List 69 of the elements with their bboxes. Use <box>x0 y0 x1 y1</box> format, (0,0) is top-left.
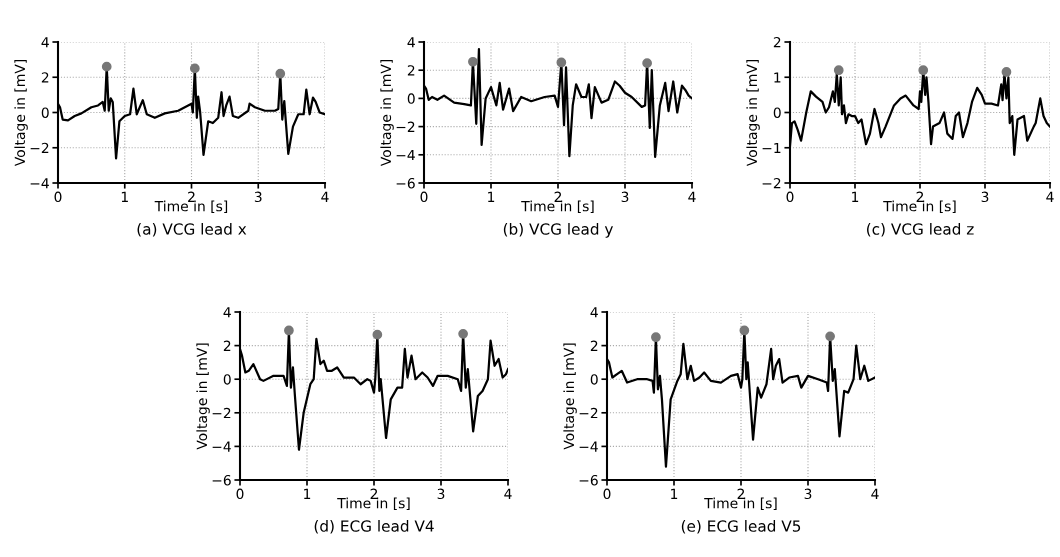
point <box>739 325 750 336</box>
y-tick-label: 4 <box>41 37 49 48</box>
x-tick-label: 0 <box>603 488 611 500</box>
x-tick-label: 4 <box>504 488 512 499</box>
x-tick-label: 2 <box>916 191 924 202</box>
y-tick-label: 4 <box>590 307 598 318</box>
x-tick-label: 4 <box>1046 191 1054 202</box>
y-tick-label: −2 <box>396 121 415 132</box>
x-tick-label: 1 <box>852 191 859 202</box>
y-tick-label: −6 <box>396 177 415 189</box>
y-tick-label: 0 <box>773 107 781 118</box>
y-tick-label: 1 <box>774 72 781 83</box>
text: (a) VCG lead x <box>137 223 247 237</box>
x-tick-label: 3 <box>437 488 445 500</box>
text: (e) ECG lead V5 <box>681 520 801 534</box>
text: (c) VCG lead z <box>867 223 974 237</box>
y-tick-label: 0 <box>41 107 49 118</box>
y-axis-title: Voltage in [mV] <box>14 59 28 167</box>
y-tick-label: 4 <box>223 307 231 318</box>
y-tick-label: 2 <box>407 65 415 76</box>
y-tick-label: −4 <box>212 441 231 452</box>
y-tick-label: −6 <box>579 474 598 486</box>
point <box>651 332 661 343</box>
x-tick-label: 4 <box>871 488 879 499</box>
x-tick-label: 1 <box>121 191 128 202</box>
y-tick-label: 2 <box>223 340 231 351</box>
x-tick-label: 2 <box>188 191 195 202</box>
y-tick-label: −2 <box>762 177 781 189</box>
x-tick-label: 2 <box>554 191 562 202</box>
y-axis-title: Voltage in [mV] <box>196 343 210 450</box>
x-tick-label: 3 <box>254 191 262 203</box>
x-tick-label: 2 <box>737 488 745 499</box>
y-tick-label: −4 <box>396 149 415 161</box>
y-axis-title: Voltage in [mV] <box>380 59 394 167</box>
x-tick-label: 3 <box>621 191 629 203</box>
y-axis-title: Voltage in [mV] <box>746 59 760 167</box>
point <box>101 61 112 72</box>
point <box>189 63 200 74</box>
y-tick-label: −4 <box>579 441 598 452</box>
y-tick-label: 2 <box>41 72 49 83</box>
x-tick-label: 3 <box>804 488 812 500</box>
y-tick-label: 0 <box>223 374 231 385</box>
text: (d) ECG lead V4 <box>314 520 434 534</box>
y-tick-label: −6 <box>212 474 231 486</box>
y-tick-label: 2 <box>590 340 598 351</box>
x-tick-label: 0 <box>786 191 794 203</box>
y-tick-label: −2 <box>579 407 598 419</box>
y-tick-label: 4 <box>407 37 415 48</box>
x-tick-label: 0 <box>420 191 428 203</box>
x-tick-label: 1 <box>488 191 495 202</box>
y-tick-label: −2 <box>212 407 231 419</box>
x-tick-label: 4 <box>321 191 329 202</box>
x-tick-label: 1 <box>304 488 311 499</box>
x-tick-label: 1 <box>671 488 678 499</box>
x-tick-label: 4 <box>688 191 696 202</box>
x-tick-label: 3 <box>981 191 989 203</box>
y-axis-title: Voltage in [mV] <box>563 343 577 450</box>
x-tick-label: 0 <box>236 488 244 500</box>
point <box>275 68 286 79</box>
x-tick-label: 0 <box>54 191 62 203</box>
point <box>825 331 835 342</box>
text: (b) VCG lead y <box>503 223 613 238</box>
y-tick-label: −1 <box>762 142 781 154</box>
y-tick-label: 2 <box>773 36 781 48</box>
y-tick-label: −2 <box>30 142 49 154</box>
x-tick-label: 2 <box>370 488 378 499</box>
y-tick-label: 0 <box>590 374 598 385</box>
y-tick-label: 0 <box>407 93 415 104</box>
y-tick-label: −4 <box>30 178 49 189</box>
